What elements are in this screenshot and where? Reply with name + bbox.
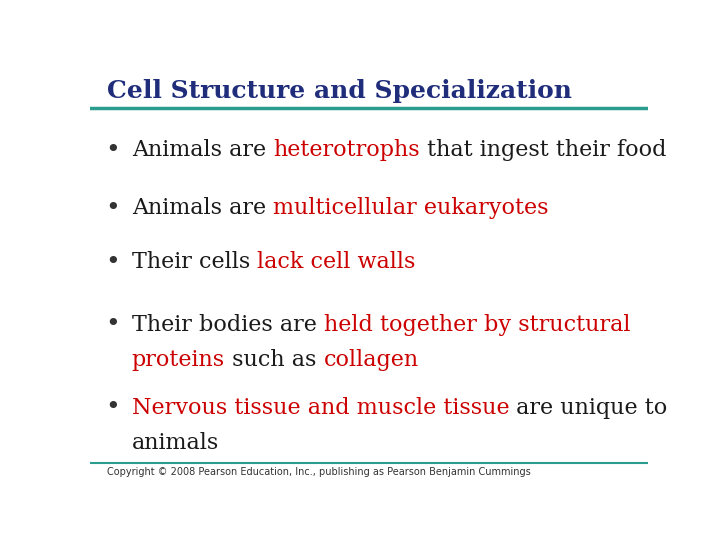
Text: Animals are: Animals are [132, 197, 273, 219]
Text: Animals are: Animals are [132, 139, 273, 161]
Text: such as: such as [225, 349, 323, 371]
Text: Their bodies are: Their bodies are [132, 314, 324, 336]
Text: Cell Structure and Specialization: Cell Structure and Specialization [107, 79, 572, 103]
Text: •: • [105, 197, 120, 220]
Text: Copyright © 2008 Pearson Education, Inc., publishing as Pearson Benjamin Cumming: Copyright © 2008 Pearson Education, Inc.… [107, 467, 531, 477]
Text: •: • [105, 139, 120, 161]
Text: •: • [105, 396, 120, 420]
Text: Their cells: Their cells [132, 251, 257, 273]
Text: held together by structural: held together by structural [324, 314, 630, 336]
Text: are unique to: are unique to [510, 397, 667, 419]
Text: Nervous tissue and muscle tissue: Nervous tissue and muscle tissue [132, 397, 510, 419]
Text: •: • [105, 313, 120, 336]
Text: multicellular eukaryotes: multicellular eukaryotes [273, 197, 549, 219]
Text: heterotrophs: heterotrophs [273, 139, 420, 161]
Text: •: • [105, 251, 120, 274]
Text: proteins: proteins [132, 349, 225, 371]
Text: collagen: collagen [323, 349, 418, 371]
Text: lack cell walls: lack cell walls [257, 251, 415, 273]
Text: that ingest their food: that ingest their food [420, 139, 666, 161]
Text: animals: animals [132, 432, 219, 454]
